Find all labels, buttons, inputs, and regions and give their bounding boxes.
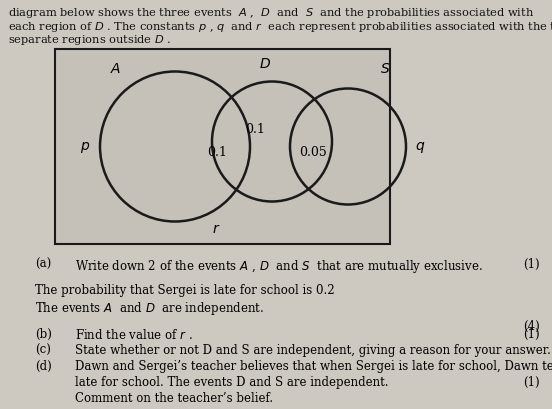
Text: $A$: $A$ — [110, 62, 121, 76]
Text: (d): (d) — [35, 360, 52, 373]
Text: $q$: $q$ — [415, 139, 425, 155]
Text: (1): (1) — [523, 257, 540, 270]
Text: (a): (a) — [35, 257, 51, 270]
Text: $p$: $p$ — [80, 139, 90, 155]
Text: each region of $D$ . The constants $p$ , $q$  and $r$  each represent probabilit: each region of $D$ . The constants $p$ ,… — [8, 20, 552, 34]
Text: 0.1: 0.1 — [245, 123, 265, 136]
Text: 0.05: 0.05 — [299, 146, 327, 159]
Text: $S$: $S$ — [380, 62, 390, 76]
Text: (4): (4) — [523, 319, 540, 333]
Text: (1): (1) — [523, 375, 540, 389]
Text: late for school. The events D and S are independent.: late for school. The events D and S are … — [75, 375, 389, 389]
Text: 0.1: 0.1 — [207, 146, 227, 159]
Text: separate regions outside $D$ .: separate regions outside $D$ . — [8, 33, 171, 47]
Text: The events $A$  and $D$  are independent.: The events $A$ and $D$ are independent. — [35, 299, 264, 316]
Text: Write down 2 of the events $A$ , $D$  and $S$  that are mutually exclusive.: Write down 2 of the events $A$ , $D$ and… — [75, 257, 483, 274]
Text: (c): (c) — [35, 344, 51, 357]
Text: State whether or not D and S are independent, giving a reason for your answer.: State whether or not D and S are indepen… — [75, 344, 551, 357]
Text: diagram below shows the three events  $A$ ,  $D$  and  $S$  and the probabilitie: diagram below shows the three events $A$… — [8, 6, 534, 20]
Text: (1): (1) — [523, 328, 540, 341]
Bar — [55, 50, 390, 245]
Text: Comment on the teacher’s belief.: Comment on the teacher’s belief. — [75, 391, 273, 405]
Text: (b): (b) — [35, 328, 52, 341]
Text: Dawn and Sergei’s teacher believes that when Sergei is late for school, Dawn ten: Dawn and Sergei’s teacher believes that … — [75, 360, 552, 373]
Text: Find the value of $r$ .: Find the value of $r$ . — [75, 328, 193, 342]
Text: $D$: $D$ — [259, 57, 271, 71]
Text: $r$: $r$ — [211, 221, 220, 235]
Text: The probability that Sergei is late for school is 0.2: The probability that Sergei is late for … — [35, 283, 335, 296]
